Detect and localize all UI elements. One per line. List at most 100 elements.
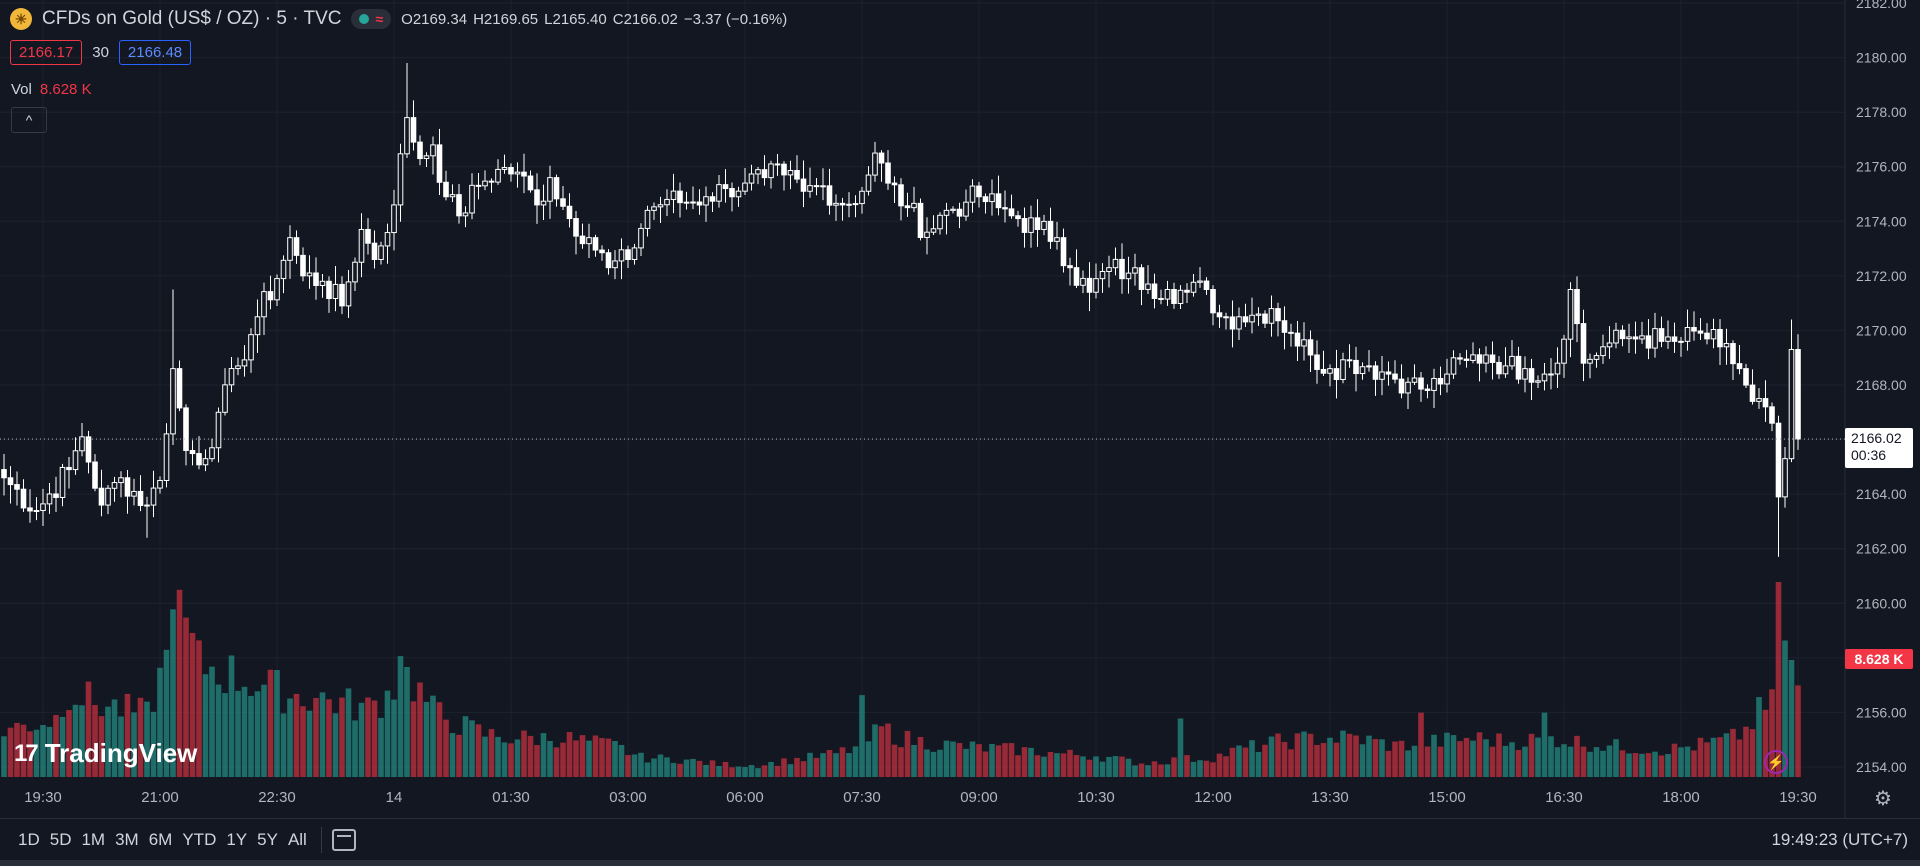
volume-bar	[950, 741, 956, 777]
volume-bar	[1197, 760, 1203, 777]
candle	[137, 475, 144, 512]
candle	[729, 182, 735, 212]
volume-bar	[1379, 739, 1385, 777]
volume-bar	[176, 589, 183, 777]
candle	[1177, 285, 1184, 309]
time-tick-label: 09:00	[960, 789, 998, 806]
close-label: C	[612, 10, 624, 28]
candle	[1138, 264, 1145, 306]
volume-bar	[319, 692, 326, 777]
volume-bar	[1229, 747, 1236, 777]
candle	[820, 168, 826, 201]
candle	[1743, 363, 1749, 389]
volume-bar	[1138, 763, 1145, 777]
volume-bar	[1385, 750, 1392, 777]
candle	[1392, 360, 1398, 384]
volume-bar	[131, 712, 137, 777]
buy-price-button[interactable]: 2166.48	[118, 40, 192, 65]
volume-bar	[1567, 746, 1574, 777]
range-5d[interactable]: 5D	[50, 828, 72, 852]
candle	[521, 153, 527, 194]
volume-bar	[670, 762, 677, 777]
candle	[378, 241, 384, 265]
volume-bar	[553, 747, 560, 777]
volume-bar	[1145, 765, 1151, 777]
volume-bars	[1, 582, 1801, 777]
range-1y[interactable]: 1Y	[226, 828, 247, 852]
time-axis[interactable]: 19:30 21:00 22:30 14 01:30 03:00 06:00 07:30 09:…	[24, 789, 1817, 806]
volume-bar	[1756, 697, 1762, 777]
range-1m[interactable]: 1M	[81, 828, 105, 852]
volume-bar	[1411, 745, 1418, 777]
volume-bar	[436, 702, 443, 777]
candle	[891, 176, 898, 204]
volume-bar	[703, 764, 709, 777]
candle	[456, 184, 462, 224]
volume-bar	[937, 749, 943, 777]
volume-bar	[118, 716, 124, 777]
volume-bar	[1431, 734, 1437, 777]
volume-bar	[690, 758, 696, 777]
candle	[1444, 358, 1450, 393]
volume-bar	[157, 667, 163, 777]
volume-bar	[1665, 753, 1671, 777]
candle	[748, 164, 755, 191]
volume-bar	[794, 757, 800, 777]
range-all[interactable]: All	[288, 828, 307, 852]
volume-bar	[449, 733, 456, 777]
candle	[1203, 277, 1210, 295]
candle	[1626, 323, 1632, 353]
volume-bar	[1476, 732, 1483, 777]
volume-bar	[53, 715, 59, 777]
volume-bar	[371, 700, 378, 777]
volume-bar	[358, 702, 365, 777]
candle	[1340, 352, 1346, 384]
candle	[358, 213, 365, 278]
volume-bar	[1502, 745, 1509, 777]
volume-bar	[1424, 746, 1431, 777]
collapse-legend-button[interactable]: ^	[11, 107, 47, 133]
axis-settings-icon[interactable]: ⚙	[1874, 786, 1892, 811]
volume-bar	[631, 754, 638, 777]
volume-bar	[1080, 756, 1086, 777]
calendar-goto-icon[interactable]	[331, 829, 356, 851]
volume-bar	[1457, 741, 1463, 777]
volume-label[interactable]: Vol	[11, 81, 32, 98]
tradingview-logo[interactable]: 17 TradingView	[14, 738, 197, 769]
candle	[638, 223, 644, 257]
range-6m[interactable]: 6M	[149, 828, 173, 852]
candle	[1483, 346, 1489, 373]
candle	[280, 255, 287, 294]
volume-bar	[1580, 746, 1587, 777]
candle	[1405, 377, 1411, 410]
volume-bar	[560, 742, 566, 777]
volume-bar	[1307, 733, 1314, 777]
candle	[345, 270, 352, 318]
volume-bar	[586, 740, 592, 777]
candle	[781, 161, 787, 191]
range-5y[interactable]: 5Y	[257, 828, 278, 852]
lightning-icon[interactable]: ⚡	[1764, 750, 1788, 774]
gear-icon: ⚙	[1874, 788, 1892, 810]
volume-bar	[839, 747, 846, 777]
market-status-pill[interactable]: ≈	[351, 9, 392, 29]
volume-bar	[391, 699, 397, 777]
volume-bar	[1268, 736, 1275, 777]
range-ytd[interactable]: YTD	[182, 828, 216, 852]
volume-bar	[1678, 747, 1684, 777]
symbol-title[interactable]: CFDs on Gold (US$ / OZ) · 5 · TVC	[42, 8, 342, 29]
high-value: 2169.65	[483, 10, 539, 28]
candle	[105, 484, 111, 515]
range-1d[interactable]: 1D	[18, 828, 40, 852]
sell-price-button[interactable]: 2166.17	[10, 40, 83, 65]
volume-bar	[254, 691, 261, 777]
clock-timezone[interactable]: 19:49:23 (UTC+7)	[1771, 830, 1908, 849]
volume-bar	[462, 716, 469, 777]
candle	[1658, 316, 1665, 348]
bottom-toolbar: 1D 5D 1M 3M 6M YTD 1Y 5Y All 19:49:23 (UTC+7)	[0, 818, 1920, 861]
range-3m[interactable]: 3M	[115, 828, 139, 852]
candle	[1366, 350, 1372, 372]
candle	[1281, 306, 1288, 350]
